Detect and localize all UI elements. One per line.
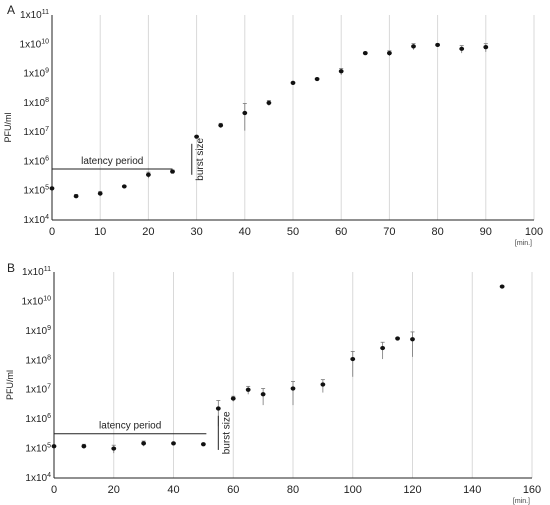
- x-tick-label: 160: [523, 484, 541, 496]
- burst-size-label: burst size: [195, 137, 206, 180]
- data-point: [290, 80, 296, 86]
- y-tick-label: 1x108: [23, 97, 49, 109]
- data-point: [51, 444, 57, 449]
- x-tick-label: 90: [480, 226, 492, 238]
- x-tick-label: 140: [463, 484, 481, 496]
- x-tick-label: 10: [94, 226, 106, 238]
- y-tick-label: 1x109: [25, 325, 51, 337]
- x-tick-label: 60: [335, 226, 347, 238]
- x-tick-label: 30: [190, 226, 202, 238]
- data-point: [314, 76, 320, 82]
- data-point: [395, 336, 400, 341]
- y-tick-label: 1x105: [23, 185, 49, 197]
- burst-size-label: burst size: [221, 411, 232, 454]
- x-tick-label: 60: [227, 484, 239, 496]
- data-point: [411, 44, 416, 49]
- data-point: [97, 191, 103, 196]
- data-point: [146, 172, 151, 177]
- x-tick-label: 50: [287, 226, 299, 238]
- data-point: [242, 110, 248, 116]
- data-point: [230, 396, 236, 401]
- data-point: [362, 51, 368, 56]
- x-unit-label: [min.]: [513, 498, 530, 505]
- y-tick-label: 1x106: [25, 413, 51, 425]
- y-tick-label: 1x106: [23, 155, 49, 167]
- data-point: [200, 442, 206, 447]
- y-axis-label: PFU/ml: [5, 370, 15, 400]
- x-tick-label: 0: [49, 226, 55, 238]
- data-point: [218, 123, 224, 128]
- data-point: [81, 444, 87, 449]
- data-point: [73, 194, 79, 199]
- data-point: [215, 406, 221, 411]
- y-tick-label: 1x104: [23, 214, 49, 226]
- data-point: [435, 42, 440, 48]
- x-tick-label: 0: [51, 484, 57, 496]
- y-tick-label: 1x1011: [22, 266, 51, 278]
- data-point: [499, 284, 505, 289]
- data-point: [290, 386, 296, 391]
- data-point: [483, 45, 489, 50]
- chart-panel-b: B 0 20 40 60 80 100 120 140 160 [min.] 1x104 1x105 1x…: [5, 261, 541, 505]
- data-point: [260, 392, 266, 397]
- x-tick-label: 20: [108, 484, 120, 496]
- data-point: [266, 100, 272, 105]
- x-tick-label: 80: [431, 226, 443, 238]
- data-point: [338, 69, 344, 74]
- panel-label: A: [7, 3, 15, 17]
- x-tick-label: 100: [525, 226, 543, 238]
- panel-label: B: [7, 261, 15, 275]
- latency-period-label: latency period: [99, 421, 161, 432]
- y-axis-label: PFU/ml: [3, 113, 13, 143]
- data-point: [459, 46, 465, 51]
- data-point: [380, 345, 386, 351]
- data-point: [111, 446, 117, 451]
- data-point: [171, 441, 176, 446]
- y-tick-label: 1x105: [25, 443, 51, 455]
- y-tick-label: 1x1011: [20, 9, 49, 21]
- data-point: [170, 169, 175, 174]
- data-point: [194, 134, 200, 139]
- x-unit-label: [min.]: [515, 240, 532, 247]
- x-tick-label: 100: [344, 484, 362, 496]
- x-tick-label: 40: [167, 484, 179, 496]
- x-tick-label: 20: [142, 226, 154, 238]
- data-point: [410, 337, 415, 342]
- y-tick-label: 1x109: [23, 68, 49, 80]
- y-tick-label: 1x1010: [22, 295, 52, 307]
- x-tick-label: 120: [403, 484, 421, 496]
- y-tick-label: 1x104: [25, 472, 51, 484]
- y-tick-label: 1x1010: [20, 38, 50, 50]
- x-tick-label: 40: [239, 226, 251, 238]
- data-point: [320, 382, 326, 387]
- chart-panel-a: A 0 10 20 30 40 50 60 70 80 90 100 [min.] 1x104 1x105 1…: [3, 3, 543, 247]
- x-tick-label: 80: [287, 484, 299, 496]
- data-point: [350, 356, 356, 362]
- data-point: [121, 184, 127, 189]
- x-tick-label: 70: [383, 226, 395, 238]
- y-tick-label: 1x108: [25, 354, 51, 366]
- data-point: [387, 51, 392, 56]
- data-point: [245, 387, 251, 392]
- latency-period-label: latency period: [81, 156, 143, 167]
- y-tick-label: 1x107: [25, 384, 51, 396]
- data-point: [141, 441, 147, 446]
- y-tick-label: 1x107: [23, 126, 49, 138]
- data-point: [49, 186, 55, 191]
